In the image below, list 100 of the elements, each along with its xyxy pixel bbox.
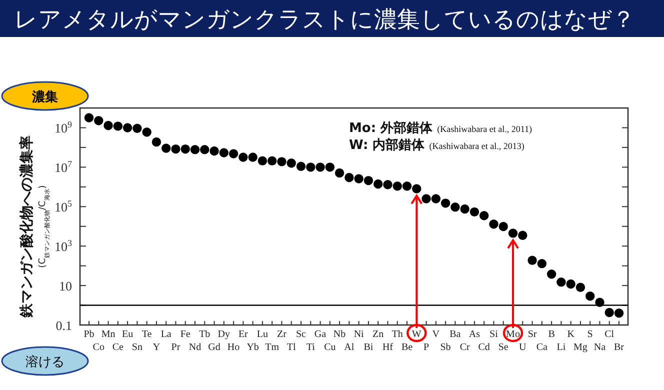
point xyxy=(200,144,210,154)
point xyxy=(132,124,142,133)
x-tick-label: La xyxy=(160,329,172,340)
point xyxy=(489,220,498,229)
x-tick-label: Ho xyxy=(227,342,240,353)
x-tick-label: Fe xyxy=(180,329,191,340)
x-tick-label: U xyxy=(519,342,528,353)
x-tick-label: Ca xyxy=(536,342,548,353)
x-tick-label: W xyxy=(412,329,422,340)
point xyxy=(161,144,171,153)
point xyxy=(546,270,556,279)
point xyxy=(556,277,566,287)
x-tick-label: Er xyxy=(238,329,249,340)
annotation: W: 内部錯体 (Kashiwabara et al., 2013) xyxy=(349,137,524,153)
point xyxy=(431,194,441,204)
x-tick-label: Mn xyxy=(101,329,116,340)
point xyxy=(566,279,576,289)
point xyxy=(537,258,547,268)
x-tick-label: K xyxy=(567,329,576,340)
x-tick-label: Ga xyxy=(314,329,327,340)
annotation: Mo: 外部錯体 (Kashiwabara et al., 2011) xyxy=(349,120,532,136)
x-tick-label: Eu xyxy=(122,329,134,340)
text: 濃集 xyxy=(31,90,58,105)
point xyxy=(498,222,508,232)
point xyxy=(171,144,180,154)
x-tick-label: S xyxy=(587,329,593,340)
point xyxy=(325,162,335,172)
point xyxy=(576,282,586,292)
point xyxy=(585,292,595,301)
x-tick-label: Cu xyxy=(324,342,336,353)
y-tick-label: 10$^{5}$ xyxy=(54,198,72,215)
x-tick-label: Pr xyxy=(171,342,181,353)
point xyxy=(392,181,402,191)
x-tick-label: Gd xyxy=(208,342,220,353)
x-tick-label: Yb xyxy=(246,342,259,353)
y-tick-label: 10 xyxy=(59,278,72,294)
point xyxy=(354,174,364,184)
point xyxy=(402,181,412,191)
point xyxy=(614,308,624,318)
x-tick-label: Si xyxy=(490,329,498,340)
x-tick-label: Mg xyxy=(574,342,588,353)
x-tick-label: Lu xyxy=(256,329,268,340)
x-tick-label: Tb xyxy=(199,329,210,340)
x-tick-label: Te xyxy=(142,329,152,340)
x-tick-label: Nd xyxy=(188,342,202,353)
x-tick-label: Th xyxy=(392,329,403,340)
point xyxy=(210,146,219,156)
x-tick-label: Be xyxy=(401,342,414,353)
x-tick-label: Al xyxy=(344,342,354,353)
point xyxy=(316,162,325,172)
text: 溶ける xyxy=(26,354,64,370)
x-tick-label: Zn xyxy=(372,329,384,340)
point xyxy=(277,157,286,166)
point xyxy=(286,158,296,168)
x-tick-label: Tl xyxy=(286,342,296,353)
x-tick-label: Ni xyxy=(354,329,364,340)
point xyxy=(440,198,450,208)
point xyxy=(104,120,113,130)
x-tick-label: Nb xyxy=(333,329,346,340)
x-tick-label: P xyxy=(423,342,430,353)
point xyxy=(258,156,268,166)
point xyxy=(383,180,392,190)
point xyxy=(450,202,460,212)
point xyxy=(460,204,470,214)
point xyxy=(412,184,422,194)
point xyxy=(84,113,94,122)
x-tick-label: Ba xyxy=(450,329,462,340)
point xyxy=(180,144,190,154)
point xyxy=(470,207,480,217)
point xyxy=(248,152,258,162)
x-tick-label: Na xyxy=(594,342,606,353)
y-tick-label: 10$^{9}$ xyxy=(54,120,72,136)
x-tick-label: Tm xyxy=(265,342,280,353)
point xyxy=(373,179,383,189)
x-tick-label: Sn xyxy=(132,342,142,353)
x-tick-label: Li xyxy=(556,342,566,353)
chart-title: レアメタルがマンガンクラストに濃集しているのはなぜ？ xyxy=(14,7,635,33)
x-tick-label: Bi xyxy=(364,342,374,353)
x-tick-label: Ti xyxy=(306,342,316,353)
point xyxy=(595,298,604,307)
point xyxy=(508,228,518,238)
point xyxy=(122,123,132,132)
x-tick-label: Mo xyxy=(506,329,520,340)
x-tick-label: Sr xyxy=(528,329,538,340)
y-tick-label: 10$^{7}$ xyxy=(54,159,72,176)
x-tick-label: Y xyxy=(152,342,160,353)
x-tick-label: Br xyxy=(614,342,625,353)
y-tick-label: 0.1 xyxy=(56,318,72,333)
point xyxy=(190,144,200,154)
point xyxy=(267,156,277,166)
x-tick-label: B xyxy=(548,329,556,340)
x-tick-label: Cr xyxy=(460,342,470,353)
x-tick-label: Co xyxy=(92,342,104,353)
point xyxy=(364,176,374,186)
point xyxy=(528,256,537,265)
point xyxy=(219,148,229,158)
x-tick-label: Dy xyxy=(218,329,230,340)
point xyxy=(238,152,248,162)
point xyxy=(113,122,123,131)
x-tick-label: Hf xyxy=(382,342,394,353)
